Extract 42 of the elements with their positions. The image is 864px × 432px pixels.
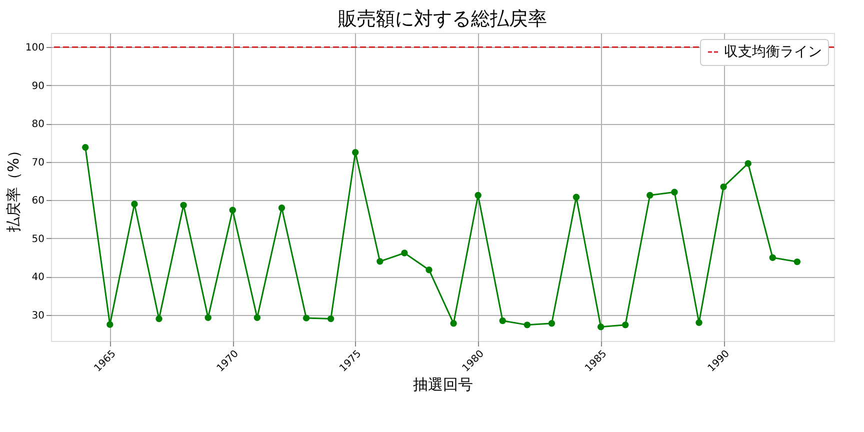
- point: [302, 314, 310, 322]
- point: [82, 144, 89, 151]
- y-tick-label: 90: [32, 80, 44, 92]
- point: [720, 183, 727, 190]
- point: [671, 188, 678, 196]
- point: [401, 250, 408, 256]
- point: [622, 322, 629, 328]
- point: [499, 317, 506, 324]
- y-tick-label: 30: [32, 310, 44, 322]
- point: [450, 320, 457, 327]
- x-axis-title: 抽選回号: [413, 376, 473, 394]
- y-tick-label: 40: [32, 272, 44, 284]
- point: [229, 206, 236, 214]
- point: [352, 149, 359, 156]
- point: [131, 200, 138, 208]
- point: [254, 314, 261, 322]
- ref-line-label: 収支均衡ライン: [724, 44, 822, 60]
- point: [769, 254, 776, 261]
- point: [548, 320, 556, 327]
- point: [180, 202, 187, 209]
- point: [106, 321, 114, 328]
- point: [376, 258, 384, 265]
- point: [572, 194, 580, 200]
- y-tick-label: 100: [25, 42, 44, 54]
- chart-title: 販売額に対する総払戻率: [338, 8, 547, 30]
- point: [646, 192, 654, 199]
- point: [327, 315, 334, 322]
- point: [794, 258, 801, 266]
- y-axis-title: 払戻率（%）: [4, 142, 22, 234]
- point: [524, 322, 531, 328]
- point: [204, 314, 212, 322]
- point: [278, 204, 286, 212]
- point: [597, 323, 604, 330]
- y-tick-label: 50: [32, 234, 44, 245]
- y-tick-label: 80: [32, 119, 44, 130]
- point: [156, 315, 162, 322]
- point: [696, 319, 702, 326]
- point: [474, 192, 482, 199]
- y-tick-label: 70: [32, 157, 44, 168]
- y-tick-label: 60: [32, 196, 44, 207]
- point: [744, 160, 752, 167]
- point: [426, 266, 432, 274]
